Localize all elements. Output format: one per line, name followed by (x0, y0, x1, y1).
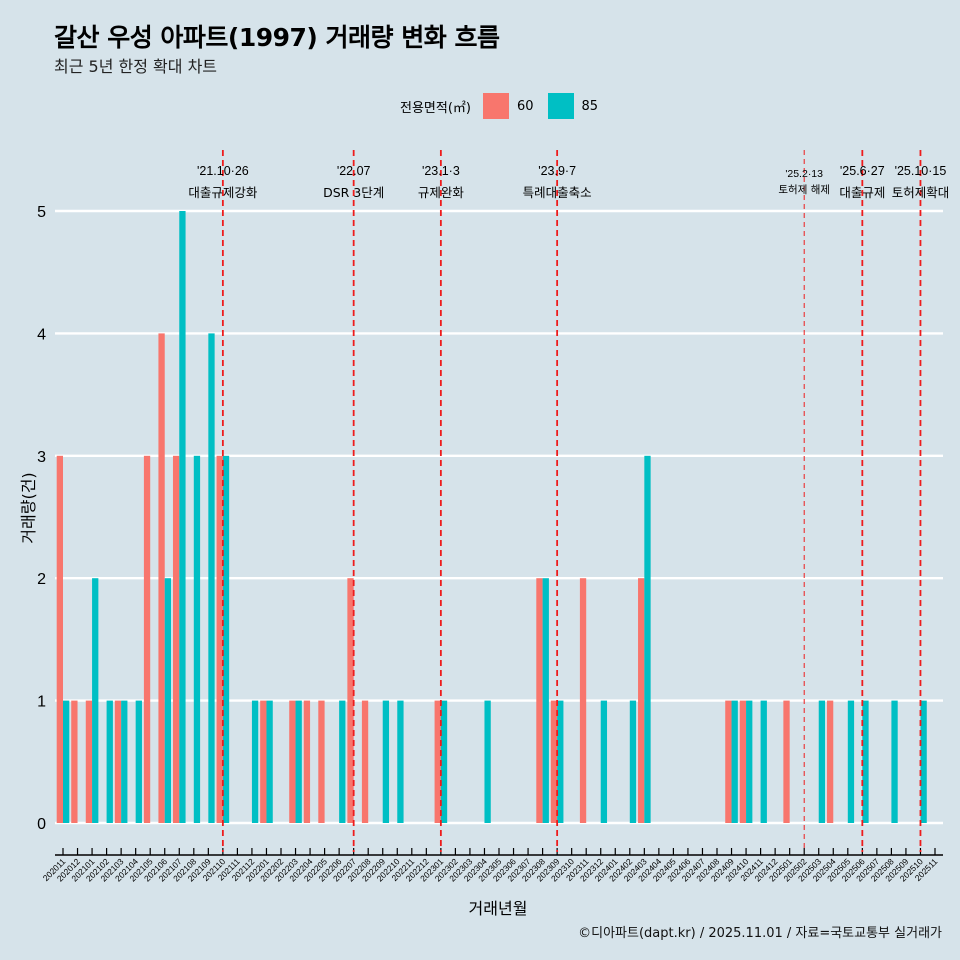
bar-85-202108 (193, 455, 201, 823)
event-date: '25.2·13 (785, 168, 823, 180)
event-date: '25.6·27 (840, 164, 885, 178)
bar-60-202309 (550, 700, 558, 823)
bar-85-202308 (542, 578, 549, 823)
bar-85-202402 (629, 700, 637, 823)
bar-60-202204 (303, 700, 311, 823)
chart-title: 갈산 우성 아파트(1997) 거래량 변화 흐름 (54, 23, 500, 52)
bar-60-202504 (826, 700, 834, 823)
event-label: 대출규제 (839, 185, 885, 200)
bar-60-202308 (536, 578, 543, 823)
legend-label-60: 60 (516, 98, 534, 114)
y-tick-label: 5 (37, 204, 46, 221)
bar-85-202011 (63, 700, 70, 823)
legend-swatch-85 (547, 93, 574, 119)
event-date: '22.07 (337, 164, 371, 178)
bar-85-202102 (106, 700, 113, 823)
bar-85-202312 (600, 700, 608, 823)
bar-85-202301 (440, 700, 448, 823)
bar-85-202104 (135, 700, 142, 823)
bar-60-202011 (56, 455, 63, 823)
bar-60-202403 (638, 578, 645, 823)
event-date: '23.1·3 (422, 164, 460, 178)
legend-swatch-60 (482, 93, 509, 119)
event-label: 규제완화 (418, 185, 465, 200)
bar-60-202301 (434, 700, 441, 823)
bar-60-202501 (783, 700, 790, 823)
bar-85-202101 (92, 578, 99, 823)
y-tick-label: 4 (37, 326, 46, 343)
bar-60-202410 (739, 700, 747, 823)
legend-label-85: 85 (581, 98, 599, 114)
legend-title: 전용면적(㎡) (400, 100, 471, 116)
bar-60-202311 (579, 578, 587, 823)
y-tick-label: 2 (37, 571, 46, 588)
bar-85-202203 (295, 700, 302, 823)
bar-60-202205 (318, 700, 325, 823)
bar-85-202503 (818, 700, 826, 823)
y-tick-label: 0 (37, 816, 46, 833)
bar-60-202207 (347, 578, 354, 823)
bar-85-202206 (339, 700, 346, 823)
bar-60-202201 (260, 700, 267, 823)
event-date: '23.9·7 (538, 164, 576, 178)
bar-85-202410 (746, 700, 753, 823)
bar-85-202409 (731, 700, 738, 823)
bar-60-202409 (725, 700, 732, 823)
bar-85-202411 (760, 700, 767, 823)
event-label: 특례대출축소 (523, 185, 592, 200)
bar-60-202101 (85, 700, 93, 823)
event-date: '21.10·26 (197, 164, 249, 178)
bar-85-202201 (266, 700, 273, 823)
bar-85-202403 (644, 455, 651, 823)
bar-60-202012 (71, 700, 78, 823)
bar-60-202208 (361, 700, 369, 823)
caption: ©디아파트(dapt.kr) / 2025.11.01 / 자료=국토교통부 실… (578, 926, 942, 941)
legend: 전용면적(㎡) 60 85 (400, 93, 598, 119)
bar-85-202505 (847, 700, 855, 823)
bar-60-202203 (289, 700, 296, 823)
chart-subtitle: 최근 5년 한정 확대 차트 (54, 57, 218, 76)
bar-85-202309 (557, 700, 564, 823)
bar-60-202103 (114, 700, 122, 823)
bar-85-202103 (121, 700, 128, 823)
event-label: 토허제확대 (892, 185, 950, 200)
event-label: 토허제 해제 (778, 183, 830, 196)
bar-85-202112 (251, 700, 259, 823)
bar-85-202109 (208, 333, 215, 823)
bar-60-202107 (172, 455, 180, 823)
bar-85-202210 (397, 700, 404, 823)
event-label: DSR 3단계 (323, 185, 384, 200)
y-tick-label: 1 (37, 694, 46, 711)
bar-60-202110 (216, 455, 223, 823)
bar-85-202209 (382, 700, 390, 823)
x-axis-title: 거래년월 (469, 899, 528, 918)
bar-85-202107 (179, 211, 186, 823)
bar-60-202106 (158, 333, 165, 823)
bar-85-202510 (920, 700, 927, 823)
bar-85-202106 (164, 578, 172, 823)
y-tick-label: 3 (37, 449, 46, 466)
y-axis-title: 거래량(건) (19, 472, 38, 543)
bar-85-202506 (862, 700, 869, 823)
bar-60-202105 (143, 455, 151, 823)
event-label: 대출규제강화 (188, 185, 258, 200)
bar-85-202110 (222, 455, 230, 823)
bar-85-202304 (484, 700, 491, 823)
event-date: '25.10·15 (895, 164, 947, 178)
bar-85-202508 (891, 700, 898, 823)
